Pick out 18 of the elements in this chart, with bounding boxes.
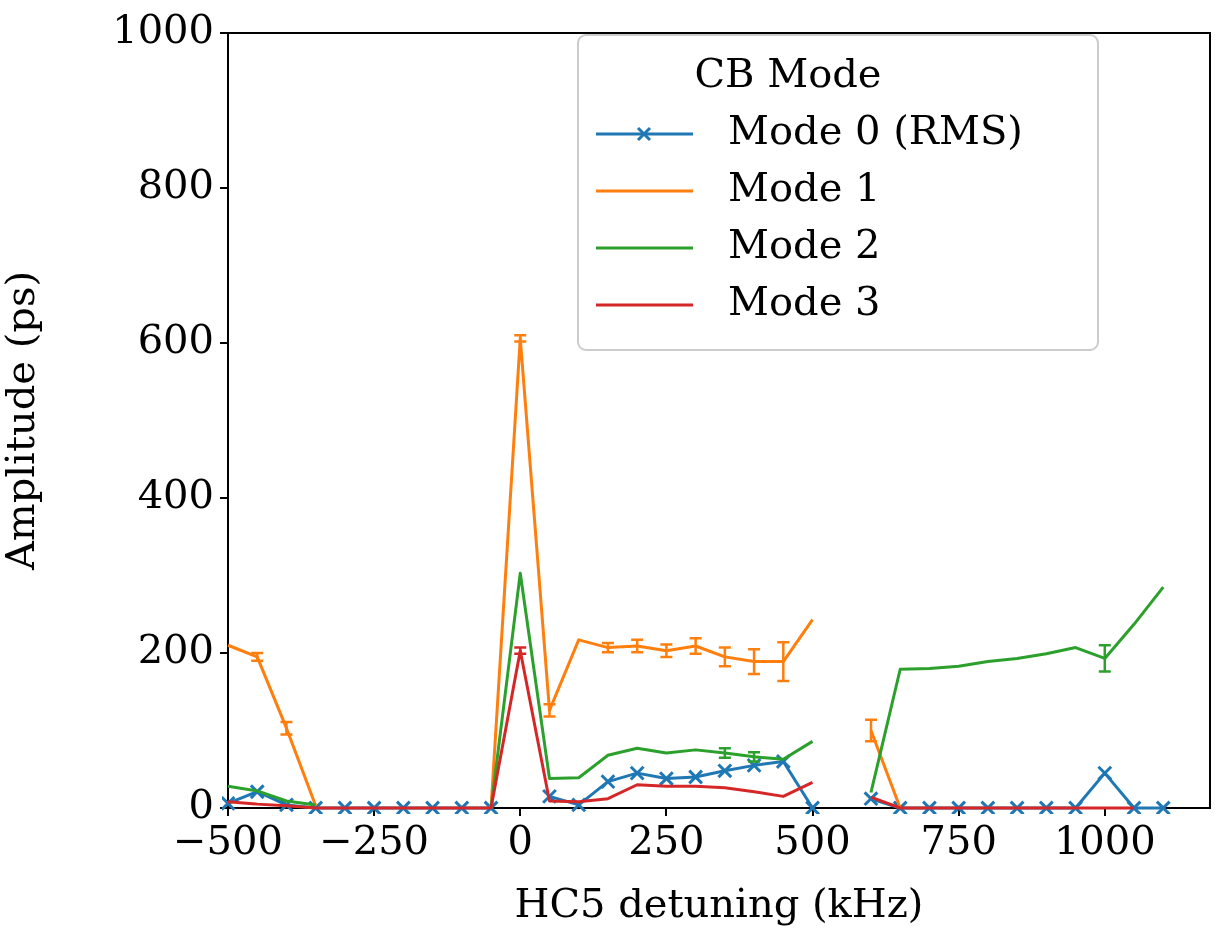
- y-axis-title: Amplitude (ps): [0, 270, 44, 572]
- legend-label: Mode 1: [728, 164, 881, 211]
- y-tick-label: 400: [137, 471, 214, 518]
- x-tick-label: 250: [628, 817, 705, 864]
- y-tick-label: 800: [137, 161, 214, 208]
- legend-title: CB Mode: [694, 50, 882, 97]
- x-tick-label: 0: [507, 817, 533, 864]
- x-axis-title: HC5 detuning (kHz): [514, 880, 924, 927]
- y-tick-label: 200: [137, 626, 214, 673]
- y-tick-label: 1000: [112, 6, 214, 53]
- legend-label: Mode 2: [728, 221, 881, 268]
- legend-label: Mode 0 (RMS): [728, 107, 1023, 154]
- legend-label: Mode 3: [728, 278, 881, 325]
- y-tick-label: 600: [137, 316, 214, 363]
- x-tick-label: 750: [920, 817, 997, 864]
- x-tick-label: 500: [774, 817, 851, 864]
- x-tick-label: −250: [319, 817, 430, 864]
- x-tick-label: 1000: [1053, 817, 1156, 864]
